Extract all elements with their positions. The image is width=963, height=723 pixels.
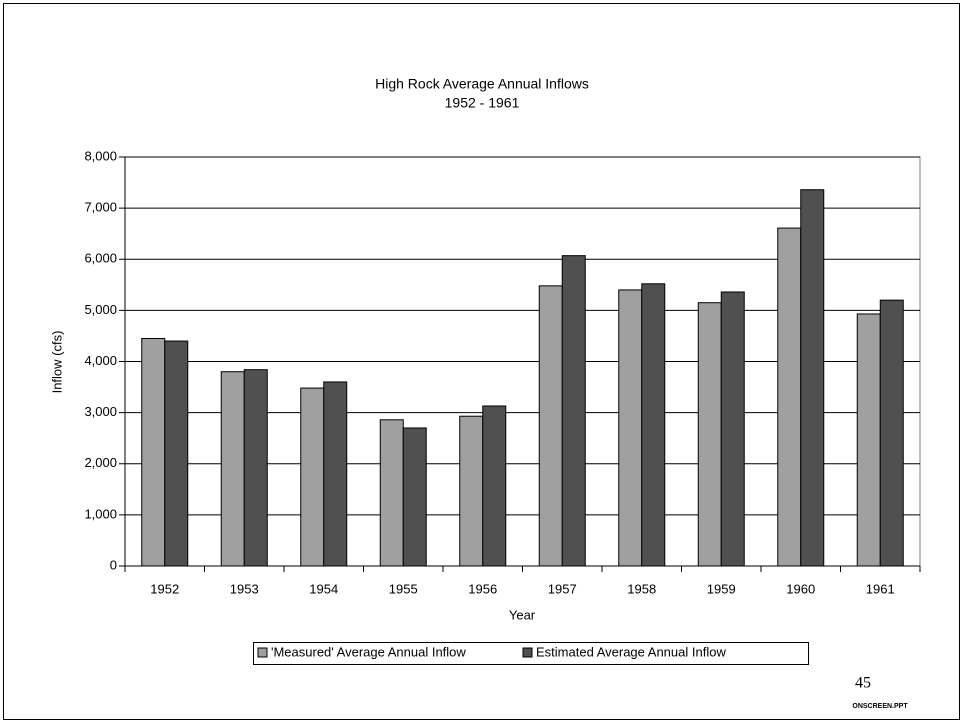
footer: ONSCREEN.PPT (852, 703, 908, 710)
y-tick-label: 8,000 (84, 148, 117, 163)
x-tick-label: 1953 (230, 581, 259, 596)
x-tick-label: 1954 (309, 581, 338, 596)
bar (243, 369, 268, 567)
bar (538, 285, 563, 567)
bar (300, 387, 325, 567)
bar (402, 427, 427, 567)
x-tick-label: 1960 (786, 581, 815, 596)
y-tick-label: 6,000 (84, 251, 117, 266)
page-number: 45 (855, 675, 871, 692)
legend-label: 'Measured' Average Annual Inflow (271, 644, 466, 659)
x-tick-label: 1955 (389, 581, 418, 596)
chart-title: High Rock Average Annual Inflows (375, 76, 589, 92)
y-tick-label: 0 (110, 557, 117, 572)
bar (879, 299, 904, 567)
bar (697, 302, 722, 567)
bar (379, 419, 404, 567)
bar (641, 283, 666, 567)
x-tick-label: 1957 (548, 581, 577, 596)
x-tick-label: 1961 (866, 581, 895, 596)
bar (856, 313, 881, 567)
legend-label: Estimated Average Annual Inflow (536, 644, 726, 659)
bar (459, 415, 484, 567)
chart-subtitle: 1952 - 1961 (445, 95, 520, 111)
bar (323, 381, 348, 567)
y-tick-label: 3,000 (84, 404, 117, 419)
bar (220, 371, 245, 567)
bar (720, 291, 745, 567)
x-tick-label: 1952 (150, 581, 179, 596)
y-tick-label: 2,000 (84, 455, 117, 470)
x-tick-label: 1959 (707, 581, 736, 596)
bar (618, 289, 643, 567)
bar (141, 337, 166, 567)
y-axis-label: Inflow (cfs) (49, 331, 64, 394)
y-tick-label: 1,000 (84, 506, 117, 521)
bar (800, 189, 825, 567)
y-tick-label: 5,000 (84, 302, 117, 317)
y-tick-label: 4,000 (84, 353, 117, 368)
legend-swatch (522, 647, 533, 658)
bar (561, 255, 586, 567)
bar (482, 405, 507, 567)
x-tick-label: 1958 (627, 581, 656, 596)
y-tick-label: 7,000 (84, 200, 117, 215)
x-axis-label: Year (509, 607, 536, 622)
legend-swatch (257, 647, 268, 658)
bar (777, 227, 802, 567)
bar (164, 340, 189, 567)
x-tick-label: 1956 (468, 581, 497, 596)
